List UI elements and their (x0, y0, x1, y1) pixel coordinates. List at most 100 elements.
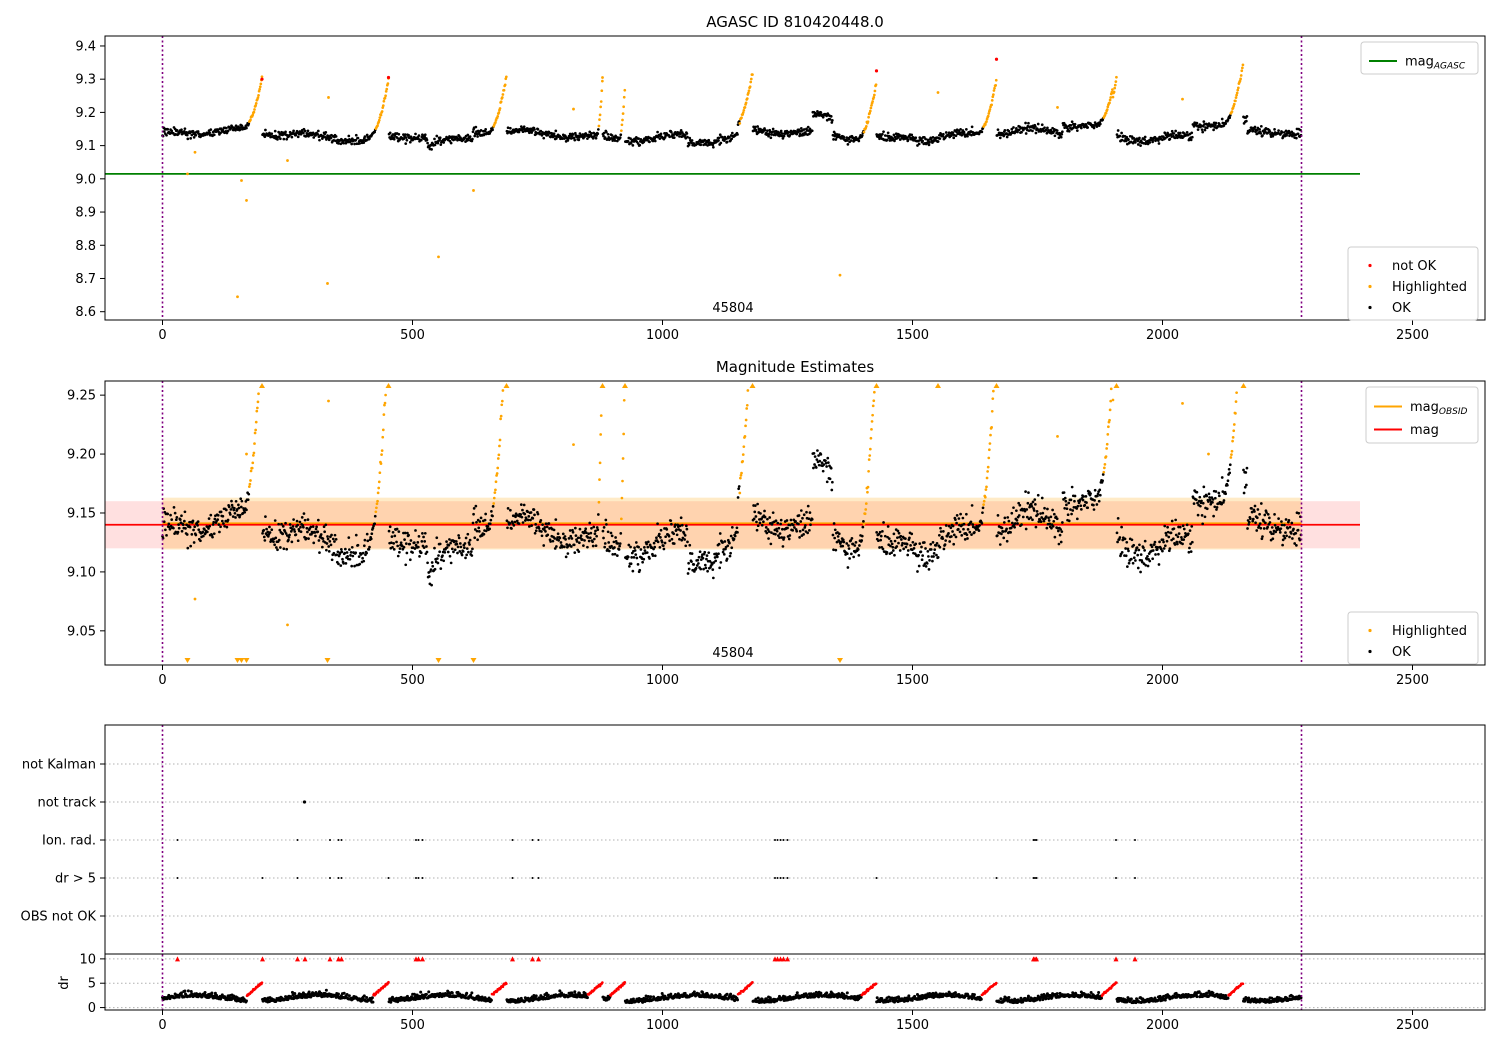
ok-point (162, 130, 166, 133)
ok-point (1245, 483, 1248, 487)
highlighted-point (746, 389, 750, 392)
ok-point (889, 539, 893, 543)
ok-point (779, 522, 782, 526)
ok-point (1217, 491, 1221, 495)
ok-point (529, 518, 532, 522)
ok-point (1279, 527, 1283, 531)
x-tick-label: 0 (158, 673, 166, 688)
highlighted-point (498, 438, 502, 442)
ok-point (526, 518, 530, 522)
ok-point (705, 557, 708, 561)
ok-point (732, 537, 736, 541)
ok-point (477, 530, 481, 533)
ok-point (898, 549, 902, 552)
ok-point (707, 551, 711, 555)
ok-point (404, 142, 408, 145)
ok-point (636, 563, 640, 566)
legend-label: OK (1392, 301, 1411, 316)
ok-point (1200, 499, 1203, 503)
ok-point (861, 525, 865, 529)
ok-point (837, 532, 841, 536)
ok-point (571, 133, 575, 136)
ok-point (544, 522, 548, 526)
ok-point (468, 538, 472, 542)
ok-point (489, 518, 493, 522)
ok-point (482, 532, 486, 536)
ok-point (184, 526, 187, 530)
ok-point (920, 545, 923, 549)
ok-point (900, 538, 903, 541)
ok-point (1172, 537, 1175, 541)
ok-point (439, 567, 443, 570)
ok-point (1174, 518, 1177, 522)
ok-point (1284, 518, 1288, 521)
ok-point (370, 532, 374, 536)
ok-point (365, 532, 369, 536)
ok-point (951, 524, 955, 528)
ok-point (1166, 530, 1170, 534)
ok-point (1115, 133, 1119, 136)
highlighted-point (987, 456, 991, 460)
ok-point (471, 137, 474, 141)
ok-point (238, 513, 242, 517)
ok-point (266, 535, 270, 538)
highlighted-point (1104, 455, 1108, 458)
ok-point (1287, 129, 1291, 133)
ok-point (592, 537, 596, 541)
ok-point (937, 533, 941, 537)
highlighted-point (380, 453, 383, 456)
ok-point (326, 537, 330, 541)
ok-point (711, 568, 715, 571)
ok-point (188, 525, 192, 529)
ok-point (801, 528, 805, 532)
highlighted-point (990, 409, 994, 413)
ok-point (229, 508, 233, 511)
ok-point (1153, 543, 1156, 546)
ok-point (1174, 129, 1177, 133)
ok-point (1224, 492, 1228, 496)
dr-point (419, 990, 423, 994)
ok-point (653, 554, 657, 558)
ok-point (417, 545, 420, 549)
ok-point (567, 537, 571, 540)
ok-point (1163, 524, 1167, 528)
ok-point (943, 543, 947, 546)
highlighted-point (598, 478, 601, 482)
ok-point (627, 543, 631, 547)
ok-point (618, 542, 622, 545)
ok-point (896, 536, 899, 540)
ok-point (426, 561, 429, 565)
ok-point (350, 545, 354, 549)
highlighted-point (376, 124, 379, 128)
ok-point (563, 545, 566, 549)
ok-point (484, 127, 487, 131)
ok-point (436, 561, 440, 565)
ok-point (694, 566, 698, 570)
ok-point (788, 534, 792, 537)
panel-magnitude-estimates: Magnitude Estimates 0 500 1000 1500 2000 2500… (67, 358, 1486, 688)
ok-point (569, 534, 573, 538)
ok-point (647, 540, 650, 544)
clipped-high-marker (993, 383, 1000, 388)
ok-point (273, 519, 277, 522)
ok-point (1169, 531, 1173, 535)
highlighted-point (499, 100, 503, 104)
ok-point (234, 499, 238, 503)
ok-point (1032, 509, 1036, 512)
ok-point (613, 139, 617, 142)
highlighted-point (247, 485, 251, 488)
highlighted-point (748, 85, 752, 89)
ok-point (1092, 508, 1096, 511)
ok-point (201, 530, 205, 534)
ok-point (1271, 537, 1275, 541)
ok-point (1138, 543, 1141, 547)
highlighted-point (384, 89, 388, 93)
ok-point (860, 534, 864, 538)
ok-point (337, 562, 340, 566)
ok-point (717, 552, 720, 556)
ok-point (707, 138, 711, 142)
ok-point (594, 136, 598, 140)
ok-point (226, 518, 230, 522)
clipped-low-marker (324, 658, 331, 663)
ok-point (1168, 547, 1172, 550)
